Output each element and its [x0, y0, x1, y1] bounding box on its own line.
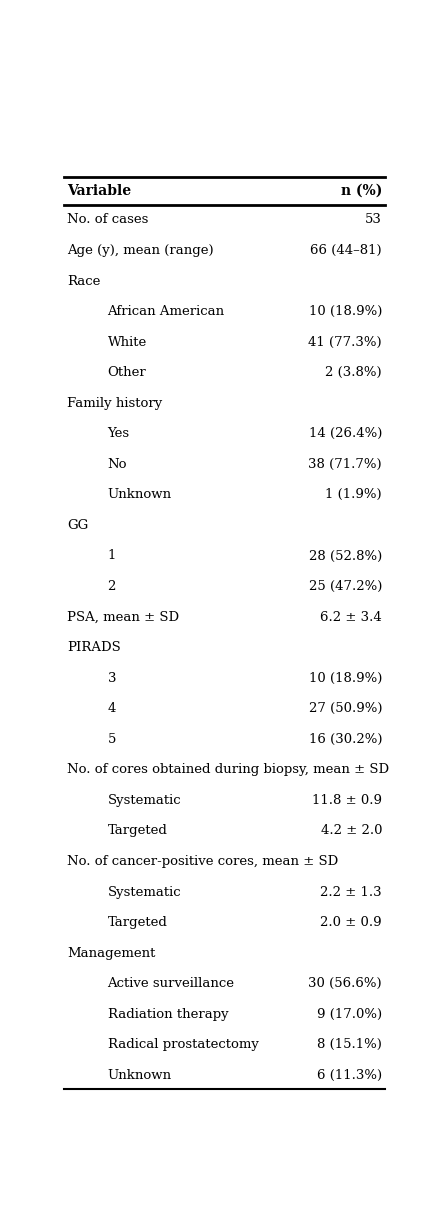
Text: GG: GG: [67, 519, 89, 532]
Text: No. of cores obtained during biopsy, mean ± SD: No. of cores obtained during biopsy, mea…: [67, 764, 390, 776]
Text: 8 (15.1%): 8 (15.1%): [317, 1039, 382, 1051]
Text: 14 (26.4%): 14 (26.4%): [309, 427, 382, 441]
Text: White: White: [108, 335, 147, 349]
Text: 1: 1: [108, 549, 116, 562]
Text: African American: African American: [108, 305, 225, 318]
Text: n (%): n (%): [341, 184, 382, 198]
Text: Race: Race: [67, 275, 101, 287]
Text: Yes: Yes: [108, 427, 130, 441]
Text: Management: Management: [67, 947, 156, 959]
Text: Systematic: Systematic: [108, 793, 181, 807]
Text: No. of cancer-positive cores, mean ± SD: No. of cancer-positive cores, mean ± SD: [67, 855, 339, 868]
Text: Systematic: Systematic: [108, 885, 181, 899]
Text: Other: Other: [108, 366, 146, 379]
Text: 30 (56.6%): 30 (56.6%): [308, 977, 382, 990]
Text: 2.2 ± 1.3: 2.2 ± 1.3: [321, 885, 382, 899]
Text: Radiation therapy: Radiation therapy: [108, 1008, 228, 1020]
Text: 28 (52.8%): 28 (52.8%): [309, 549, 382, 562]
Text: Active surveillance: Active surveillance: [108, 977, 235, 990]
Text: Unknown: Unknown: [108, 489, 172, 501]
Text: Family history: Family history: [67, 397, 162, 410]
Text: 11.8 ± 0.9: 11.8 ± 0.9: [312, 793, 382, 807]
Text: 5: 5: [108, 733, 116, 745]
Text: 2: 2: [108, 580, 116, 593]
Text: Targeted: Targeted: [108, 824, 168, 837]
Text: 38 (71.7%): 38 (71.7%): [308, 458, 382, 470]
Text: 25 (47.2%): 25 (47.2%): [309, 580, 382, 593]
Text: 53: 53: [365, 214, 382, 226]
Text: 4: 4: [108, 702, 116, 715]
Text: Targeted: Targeted: [108, 916, 168, 930]
Text: 16 (30.2%): 16 (30.2%): [308, 733, 382, 745]
Text: No: No: [108, 458, 127, 470]
Text: 10 (18.9%): 10 (18.9%): [309, 305, 382, 318]
Text: 2.0 ± 0.9: 2.0 ± 0.9: [321, 916, 382, 930]
Text: Unknown: Unknown: [108, 1068, 172, 1082]
Text: 10 (18.9%): 10 (18.9%): [309, 672, 382, 685]
Text: 27 (50.9%): 27 (50.9%): [308, 702, 382, 715]
Text: 1 (1.9%): 1 (1.9%): [325, 489, 382, 501]
Text: Variable: Variable: [67, 184, 131, 198]
Text: 2 (3.8%): 2 (3.8%): [325, 366, 382, 379]
Text: 66 (44–81): 66 (44–81): [311, 244, 382, 257]
Text: 9 (17.0%): 9 (17.0%): [317, 1008, 382, 1020]
Text: 6 (11.3%): 6 (11.3%): [317, 1068, 382, 1082]
Text: No. of cases: No. of cases: [67, 214, 149, 226]
Text: 41 (77.3%): 41 (77.3%): [308, 335, 382, 349]
Text: PSA, mean ± SD: PSA, mean ± SD: [67, 610, 180, 624]
Text: PIRADS: PIRADS: [67, 641, 121, 655]
Text: 6.2 ± 3.4: 6.2 ± 3.4: [321, 610, 382, 624]
Text: Radical prostatectomy: Radical prostatectomy: [108, 1039, 258, 1051]
Text: 4.2 ± 2.0: 4.2 ± 2.0: [321, 824, 382, 837]
Text: 3: 3: [108, 672, 116, 685]
Text: Age (y), mean (range): Age (y), mean (range): [67, 244, 214, 257]
